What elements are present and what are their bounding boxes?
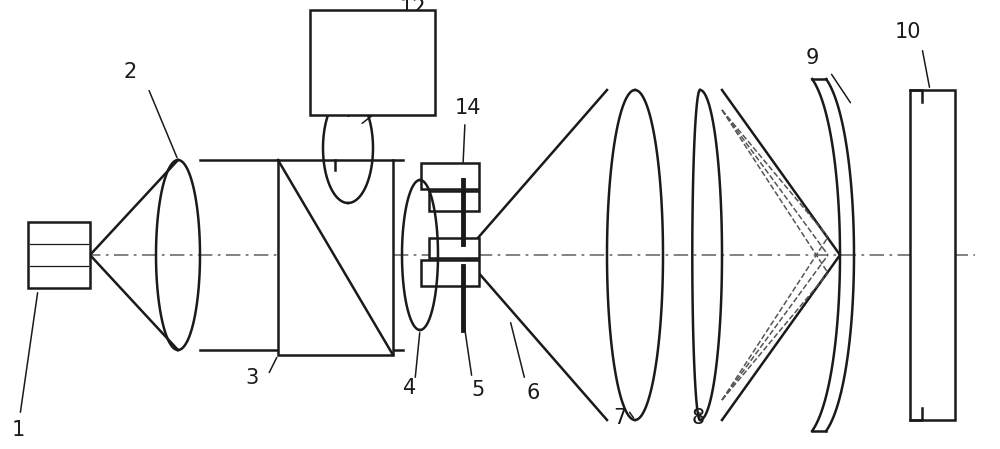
Text: 3: 3: [245, 368, 259, 388]
Text: 10: 10: [895, 22, 921, 42]
Text: 8: 8: [691, 408, 705, 428]
Bar: [421, 163, 479, 189]
Text: 12: 12: [400, 0, 426, 18]
Bar: [310, 10, 435, 115]
Bar: [910, 90, 955, 420]
Text: 6: 6: [526, 383, 540, 403]
Bar: [28, 222, 90, 288]
Text: 11: 11: [375, 83, 401, 103]
Text: 14: 14: [455, 98, 481, 118]
Bar: [421, 260, 479, 286]
Bar: [429, 191, 479, 211]
Text: 9: 9: [805, 48, 819, 68]
Bar: [278, 160, 393, 355]
Text: 5: 5: [471, 380, 485, 400]
Text: 4: 4: [403, 378, 417, 398]
Text: 7: 7: [613, 408, 627, 428]
Text: 2: 2: [123, 62, 137, 82]
Bar: [429, 238, 479, 258]
Text: 1: 1: [11, 420, 25, 440]
